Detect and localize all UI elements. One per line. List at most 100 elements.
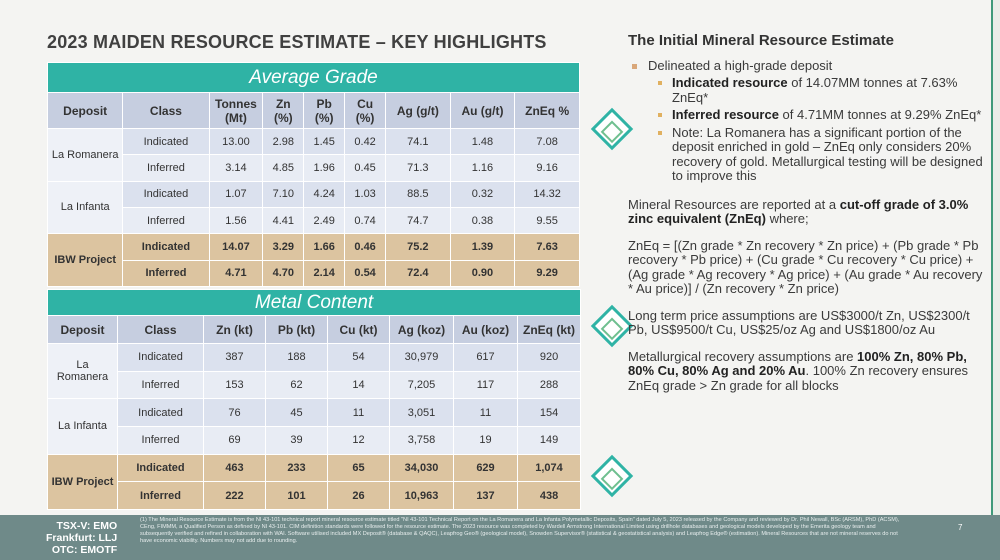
cell: 62 [265, 370, 328, 400]
cell: 0.90 [449, 259, 516, 288]
cell: 34,030 [389, 453, 454, 483]
cell: 629 [453, 453, 518, 483]
cell: 0.46 [344, 233, 387, 261]
data-row: Inferred 222 101 26 10,963 137 438 [48, 481, 582, 510]
deposit-cell: La Infanta [46, 180, 124, 235]
cell: 65 [327, 453, 390, 483]
cell: 0.74 [344, 206, 387, 235]
text-run: of 4.71MM tonnes at 9.29% ZnEq* [778, 107, 982, 122]
ticker: Frankfurt: LLJ [46, 532, 118, 544]
cell: 1.66 [303, 233, 346, 261]
column-header: Au (koz) [453, 315, 518, 344]
right-panel: The Initial Mineral Resource Estimate De… [628, 32, 990, 394]
cell: 154 [516, 398, 582, 427]
cell: 0.32 [449, 180, 516, 208]
cell: 30,979 [389, 343, 454, 372]
cell: 74.7 [385, 206, 451, 235]
heading-row: Metal Content [46, 289, 582, 316]
cell: Inferred [122, 259, 210, 288]
data-row: La Romanera Indicated 13.00 2.98 1.45 0.42 74.… [46, 127, 580, 182]
cell: 88.5 [385, 180, 451, 208]
cell: 288 [516, 370, 582, 400]
paragraph: Mineral Resources are reported at a cut-… [628, 197, 990, 227]
cell: 0.42 [344, 127, 387, 156]
cell: Indicated [122, 180, 210, 208]
sub-bullets: Indicated resource of 14.07MM tonnes at … [628, 75, 990, 184]
column-header: Deposit [47, 315, 118, 344]
sub-bullet: Inferred resource of 4.71MM tonnes at 9.… [658, 107, 990, 123]
column-header: Cu (%) [344, 92, 387, 129]
cell: 9.55 [514, 206, 580, 235]
cell: 920 [516, 343, 582, 372]
tickers: TSX-V: EMO Frankfurt: LLJ OTC: EMOTF [46, 520, 117, 556]
column-header: Pb (kt) [265, 315, 328, 344]
deposit-cell: IBW Project [46, 233, 124, 287]
cell: 1.96 [303, 154, 346, 182]
cell: Indicated [117, 453, 204, 483]
data-row: Inferred 153 62 14 7,205 117 288 [47, 370, 582, 400]
footer: TSX-V: EMO Frankfurt: LLJ OTC: EMOTF (1) T… [0, 515, 1000, 560]
grade-table: Average Grade Deposit Class Tonnes (Mt) Zn (… [46, 62, 580, 288]
paragraph: ZnEq = [(Zn grade * Zn recovery * Zn pri… [628, 237, 990, 297]
page-number: 7 [958, 523, 963, 532]
data-row: Inferred 4.71 4.70 2.14 0.54 72.4 0.90 9.29 [48, 259, 580, 288]
cell: 149 [516, 425, 582, 455]
cell: Indicated [122, 127, 210, 156]
column-header: Zn (kt) [203, 315, 266, 344]
diamond-icon [590, 454, 634, 498]
column-header: Deposit [46, 92, 124, 129]
ticker: TSX-V: EMO [56, 520, 118, 532]
panel-heading: The Initial Mineral Resource Estimate [628, 32, 894, 49]
cell: Indicated [117, 343, 204, 372]
cell: 4.85 [262, 154, 305, 182]
cell: 617 [453, 343, 518, 372]
sub-bullet: Indicated resource of 14.07MM tonnes at … [658, 75, 990, 105]
column-header: Ag (koz) [389, 315, 454, 344]
cell: Inferred [117, 370, 204, 400]
deposit-cell: La Romanera [46, 128, 124, 182]
cell: 14.32 [514, 180, 580, 208]
cell: 117 [453, 370, 518, 400]
diamond-icon [590, 304, 634, 348]
slide-title: 2023 MAIDEN RESOURCE ESTIMATE – KEY HIGH… [47, 32, 547, 52]
cell: 54 [327, 343, 390, 372]
column-header: Pb (%) [303, 92, 346, 129]
column-header: Class [117, 315, 204, 344]
text-run: 100% Zn, 80% Pb, 80% Cu, 80% Ag and 20% … [628, 348, 967, 378]
cell: 153 [203, 370, 266, 400]
cell: 3,758 [389, 425, 454, 455]
text-run: Inferred resource [672, 107, 779, 122]
deposit-cell: IBW Project [47, 453, 118, 511]
cell: 74.1 [385, 127, 451, 156]
column-header-row: Deposit Class Tonnes (Mt) Zn (%) Pb (%) Cu (%… [46, 92, 580, 129]
cell: Indicated [122, 233, 210, 261]
deposit-cell: La Romanera [47, 342, 118, 400]
paragraphs: Mineral Resources are reported at a cut-… [628, 197, 990, 394]
column-header: Zn (%) [262, 92, 305, 129]
cell: 71.3 [385, 154, 451, 182]
cell: Inferred [122, 206, 210, 235]
cell: 3.14 [208, 154, 264, 182]
cell: 69 [203, 425, 266, 455]
cell: 13.00 [208, 127, 264, 156]
cell: 14.07 [208, 233, 264, 261]
column-header: ZnEq % [514, 92, 580, 129]
text-run: ZnEq = [(Zn grade * Zn recovery * Zn pri… [628, 237, 983, 296]
cell: 10,963 [389, 481, 454, 510]
column-header: Cu (kt) [327, 315, 390, 344]
sub-bullet: Note: La Romanera has a significant port… [658, 125, 990, 184]
cell: 1.48 [449, 127, 516, 156]
text-run: Indicated resource [672, 75, 788, 90]
cell: Indicated [117, 398, 204, 427]
metal-table: Metal Content Deposit Class Zn (kt) Pb (kt) C… [46, 289, 582, 511]
cell: 1.56 [208, 206, 264, 235]
data-row: La Infanta Indicated 76 45 11 3,051 11 154 [47, 398, 582, 455]
heading-row: Average Grade [47, 62, 580, 93]
cell: 12 [327, 425, 390, 455]
cell: 4.71 [208, 259, 264, 288]
cell: 1,074 [516, 453, 582, 483]
cell: 222 [203, 481, 266, 510]
cell: 7.63 [514, 233, 580, 261]
cell: 7,205 [389, 370, 454, 400]
